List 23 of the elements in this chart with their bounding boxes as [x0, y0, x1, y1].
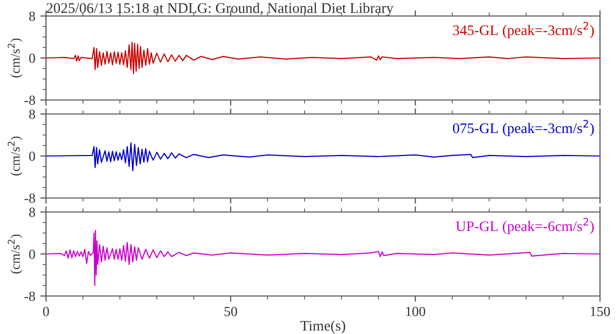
y-tick-label: 8	[29, 208, 36, 217]
line-series	[46, 142, 600, 172]
y-tick-label: -8	[24, 96, 36, 105]
line-series	[46, 42, 600, 74]
y-tick-label: 0	[29, 54, 36, 63]
chart-title: 2025/06/13 15:18 at NDLG: Ground, National Diet Library	[46, 2, 394, 16]
y-tick-label: 8	[29, 110, 36, 119]
y-tick-label: -8	[24, 194, 36, 203]
y-axis-title: (cm/s$^{2}$)	[8, 38, 22, 78]
y-tick-label: 0	[29, 152, 36, 161]
y-tick-label: 0	[29, 250, 36, 259]
series-label: 345-GL (peak=-3cm/s$^{2}$)	[453, 22, 594, 38]
y-axis-title: (cm/s$^{2}$)	[8, 234, 22, 274]
series-label: UP-GL (peak=-6cm/s$^{2}$)	[456, 218, 594, 234]
x-tick-label: 0	[43, 306, 49, 316]
y-tick-label: 8	[29, 12, 36, 21]
series-label: 075-GL (peak=-3cm/s$^{2}$)	[452, 120, 594, 136]
y-tick-label: -8	[24, 292, 36, 301]
y-axis-title: (cm/s$^{2}$)	[8, 136, 22, 176]
x-tick-label: 50	[224, 306, 238, 316]
x-axis-title: Time(s)	[300, 320, 346, 334]
x-tick-label: 100	[406, 306, 426, 316]
x-tick-label: 150	[590, 306, 610, 316]
